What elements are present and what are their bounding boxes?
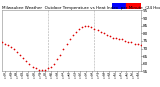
Text: Milwaukee Weather  Outdoor Temperature vs Heat Index  per Minute  (24 Hours): Milwaukee Weather Outdoor Temperature vs… [2,6,160,10]
Point [19,54,21,55]
Point [112,37,114,39]
Point [130,42,133,43]
Point [102,33,105,34]
Point [25,60,28,61]
Point [31,66,34,68]
Point [109,36,111,37]
Point [118,39,120,40]
Point [53,63,56,64]
Point [59,54,62,55]
Point [87,25,89,26]
Point [10,46,12,48]
Point [124,40,127,42]
Point [136,43,139,45]
Point [140,45,142,46]
Point [6,45,9,46]
Point [0,42,3,43]
Bar [126,3,141,9]
Point [28,63,31,64]
Point [84,25,86,26]
Point [56,58,59,60]
Point [90,26,92,28]
Point [62,48,65,49]
Point [72,34,74,35]
Point [16,51,18,52]
Point [121,39,124,40]
Point [115,37,117,39]
Point [50,66,52,68]
Point [68,39,71,40]
Point [13,48,15,49]
Point [37,69,40,70]
Point [34,68,37,69]
Point [78,28,80,29]
Point [75,31,77,32]
Point [106,34,108,35]
Point [133,43,136,45]
Point [3,43,6,45]
Point [81,26,83,28]
Bar [112,3,126,9]
Point [40,69,43,70]
Point [127,42,130,43]
Point [22,57,25,58]
Point [47,68,49,69]
Point [44,69,46,70]
Point [93,28,96,29]
Point [96,29,99,31]
Point [99,31,102,32]
Point [65,43,68,45]
